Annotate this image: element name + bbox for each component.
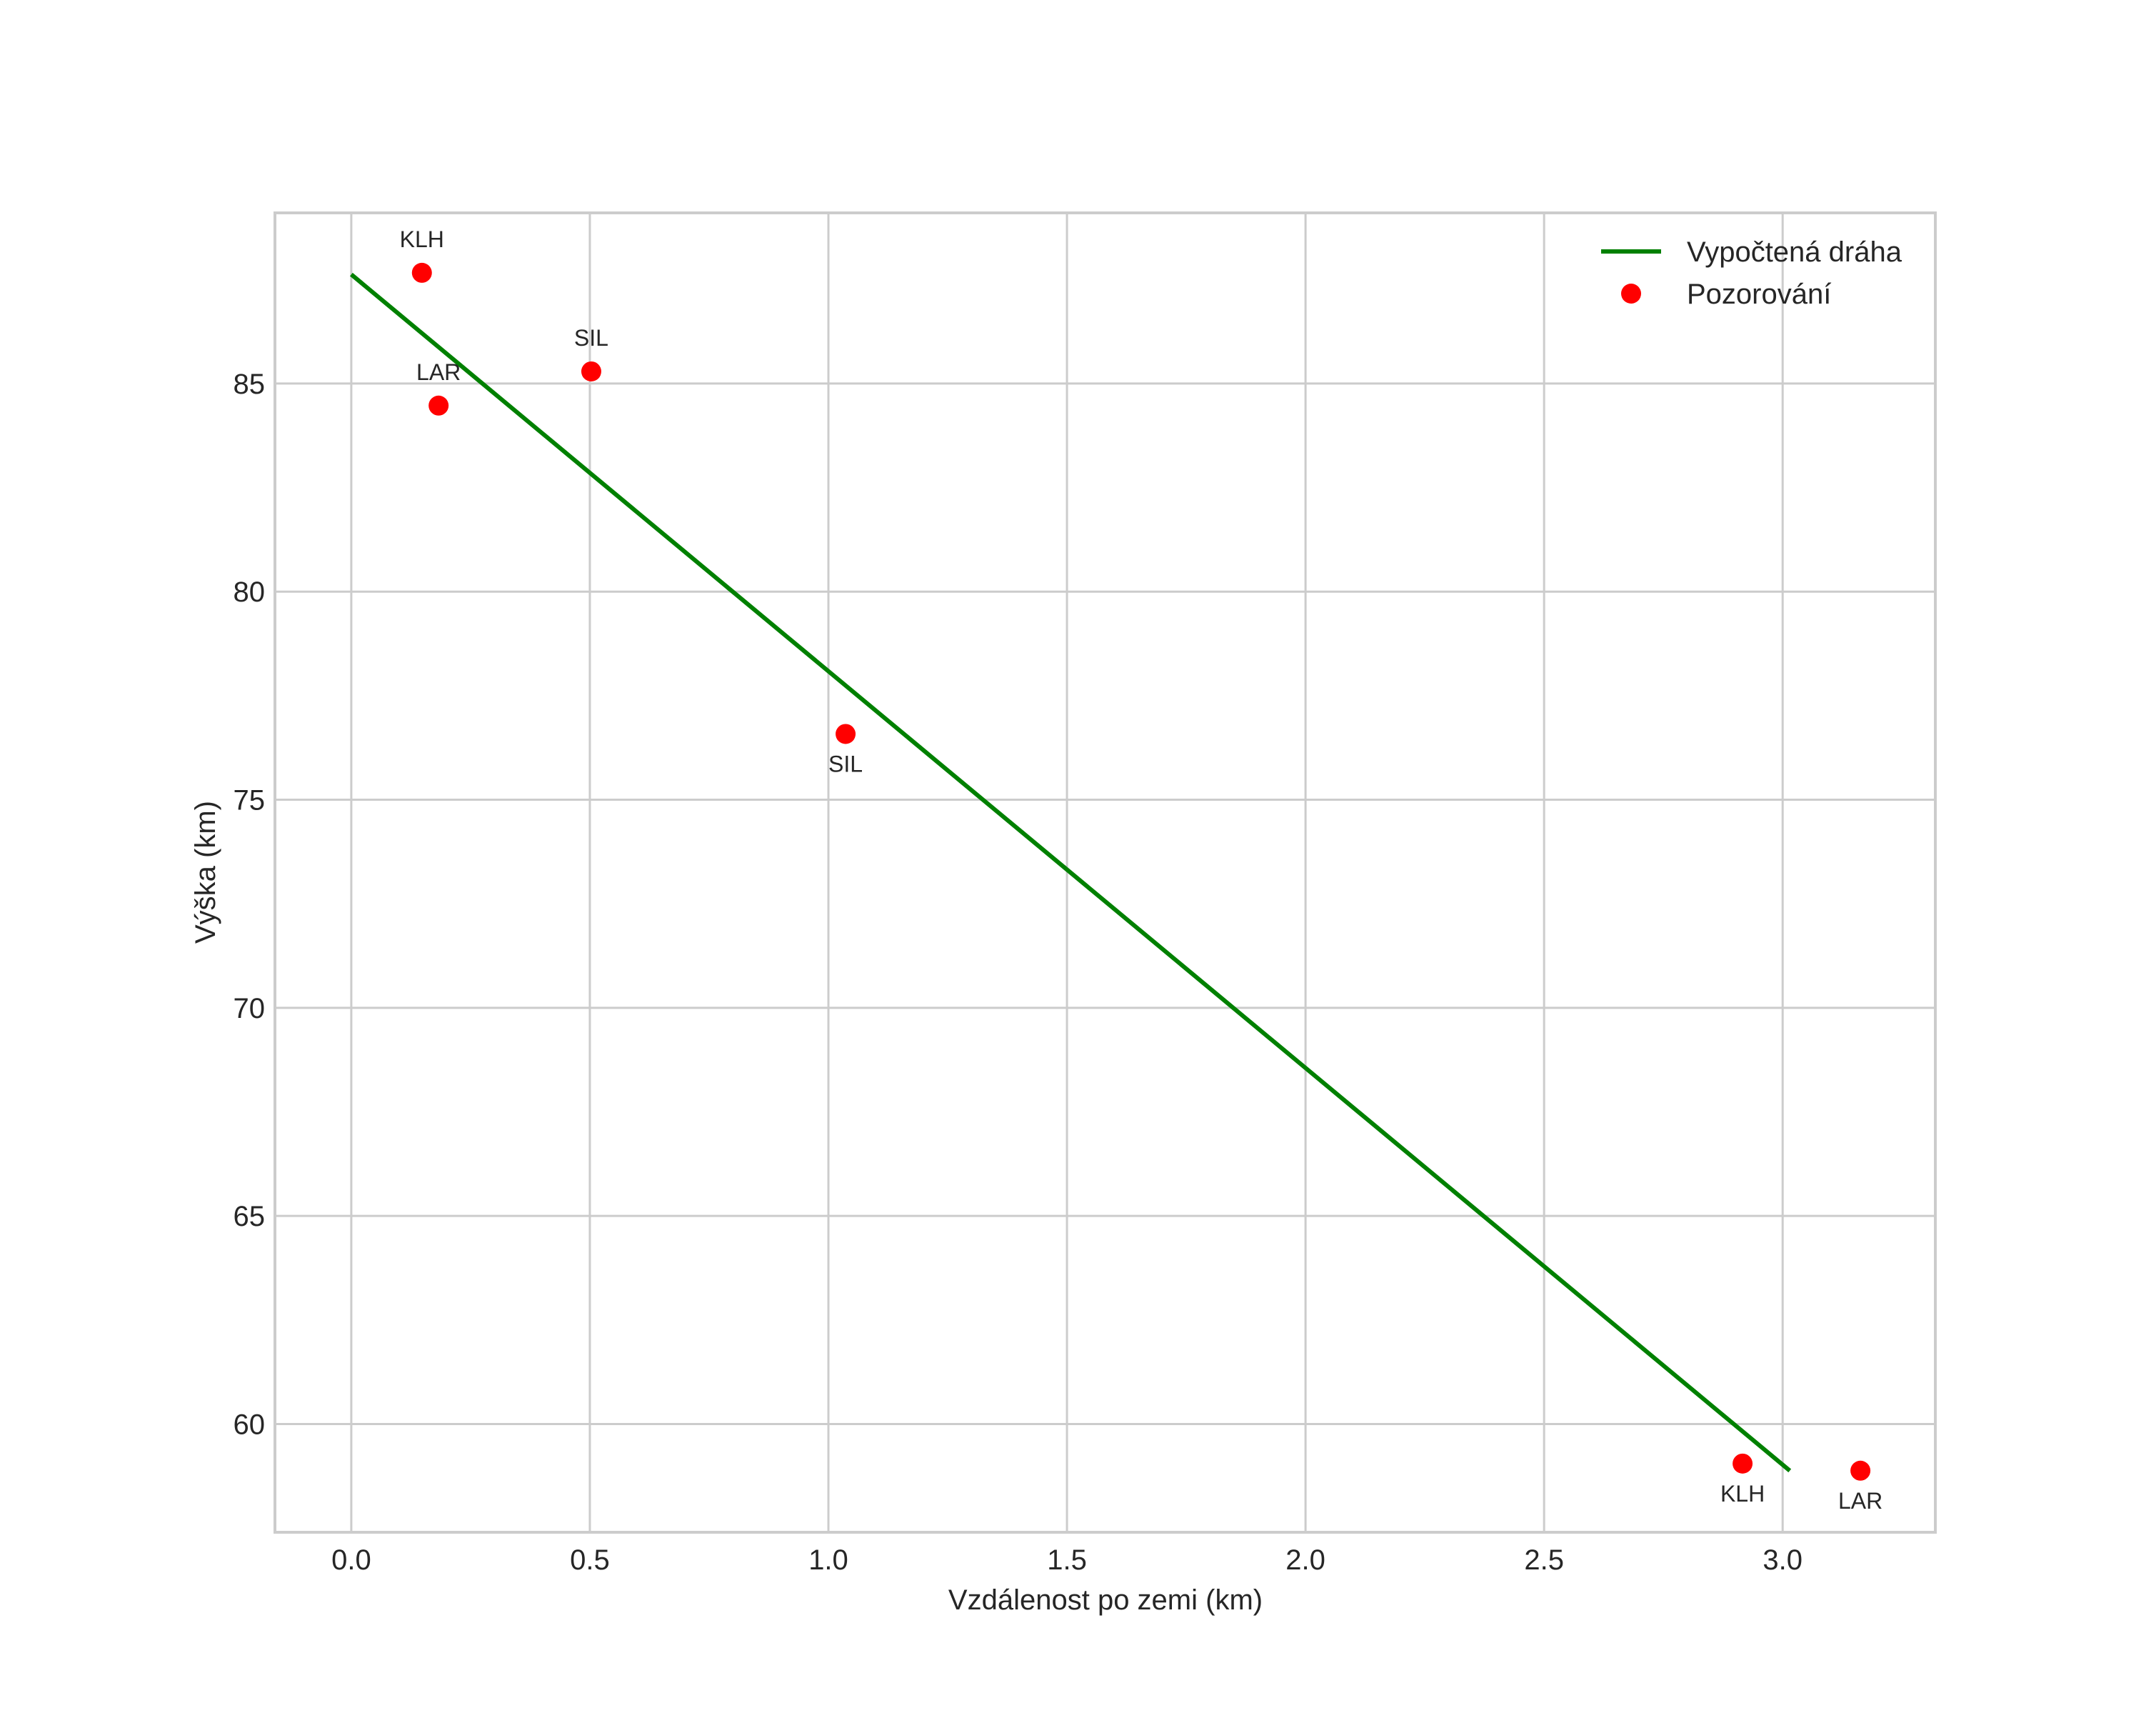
axes-background — [275, 213, 1935, 1532]
y-axis-label: Výška (km) — [190, 801, 221, 944]
x-axis-label: Vzdálenost po zemi (km) — [948, 1584, 1263, 1616]
vertical-gridlines — [350, 213, 1784, 1532]
y-tick-label: 85 — [234, 369, 266, 400]
station-label: SIL — [828, 751, 863, 776]
y-tick-label: 75 — [234, 785, 266, 816]
observation-point — [1850, 1460, 1871, 1481]
observation-point — [1733, 1453, 1753, 1474]
observation-points: KLH LAR SIL SIL KLH LAR — [400, 226, 1883, 1514]
station-label: KLH — [1720, 1481, 1765, 1507]
station-label: SIL — [574, 325, 608, 351]
y-tick-label: 70 — [234, 993, 266, 1024]
y-tick-label: 80 — [234, 576, 266, 608]
y-tick-label: 60 — [234, 1409, 266, 1441]
legend-label-observations: Pozorování — [1687, 279, 1831, 310]
x-tick-label: 0.0 — [331, 1544, 371, 1576]
legend-dot-swatch — [1621, 284, 1641, 304]
observation-point — [428, 395, 449, 416]
observation-point — [836, 724, 856, 744]
calculated-trajectory-line — [349, 272, 1792, 1473]
x-tick-label: 3.0 — [1763, 1544, 1802, 1576]
horizontal-gridlines — [275, 382, 1935, 1426]
x-tick-label: 2.5 — [1524, 1544, 1564, 1576]
axes-frame — [274, 211, 1937, 1534]
x-tick-label: 1.5 — [1047, 1544, 1087, 1576]
legend: Vypočtená dráha Pozorování — [1601, 236, 1902, 310]
station-label: KLH — [400, 226, 444, 252]
station-label: LAR — [1838, 1488, 1882, 1514]
trajectory-polyline — [349, 272, 1792, 1473]
y-tick-label: 65 — [234, 1201, 266, 1232]
plot-area: KLH LAR SIL SIL KLH LAR — [274, 211, 1937, 1534]
x-tick-label: 0.5 — [570, 1544, 610, 1576]
observation-point — [411, 262, 432, 283]
station-label: LAR — [416, 359, 461, 385]
y-axis-tick-labels: 60 65 70 75 80 85 — [234, 369, 266, 1441]
x-axis-tick-labels: 0.0 0.5 1.0 1.5 2.0 2.5 3.0 — [331, 1544, 1802, 1576]
observation-point — [581, 361, 601, 381]
legend-label-trajectory: Vypočtená dráha — [1687, 236, 1902, 268]
x-tick-label: 2.0 — [1285, 1544, 1325, 1576]
x-tick-label: 1.0 — [808, 1544, 848, 1576]
